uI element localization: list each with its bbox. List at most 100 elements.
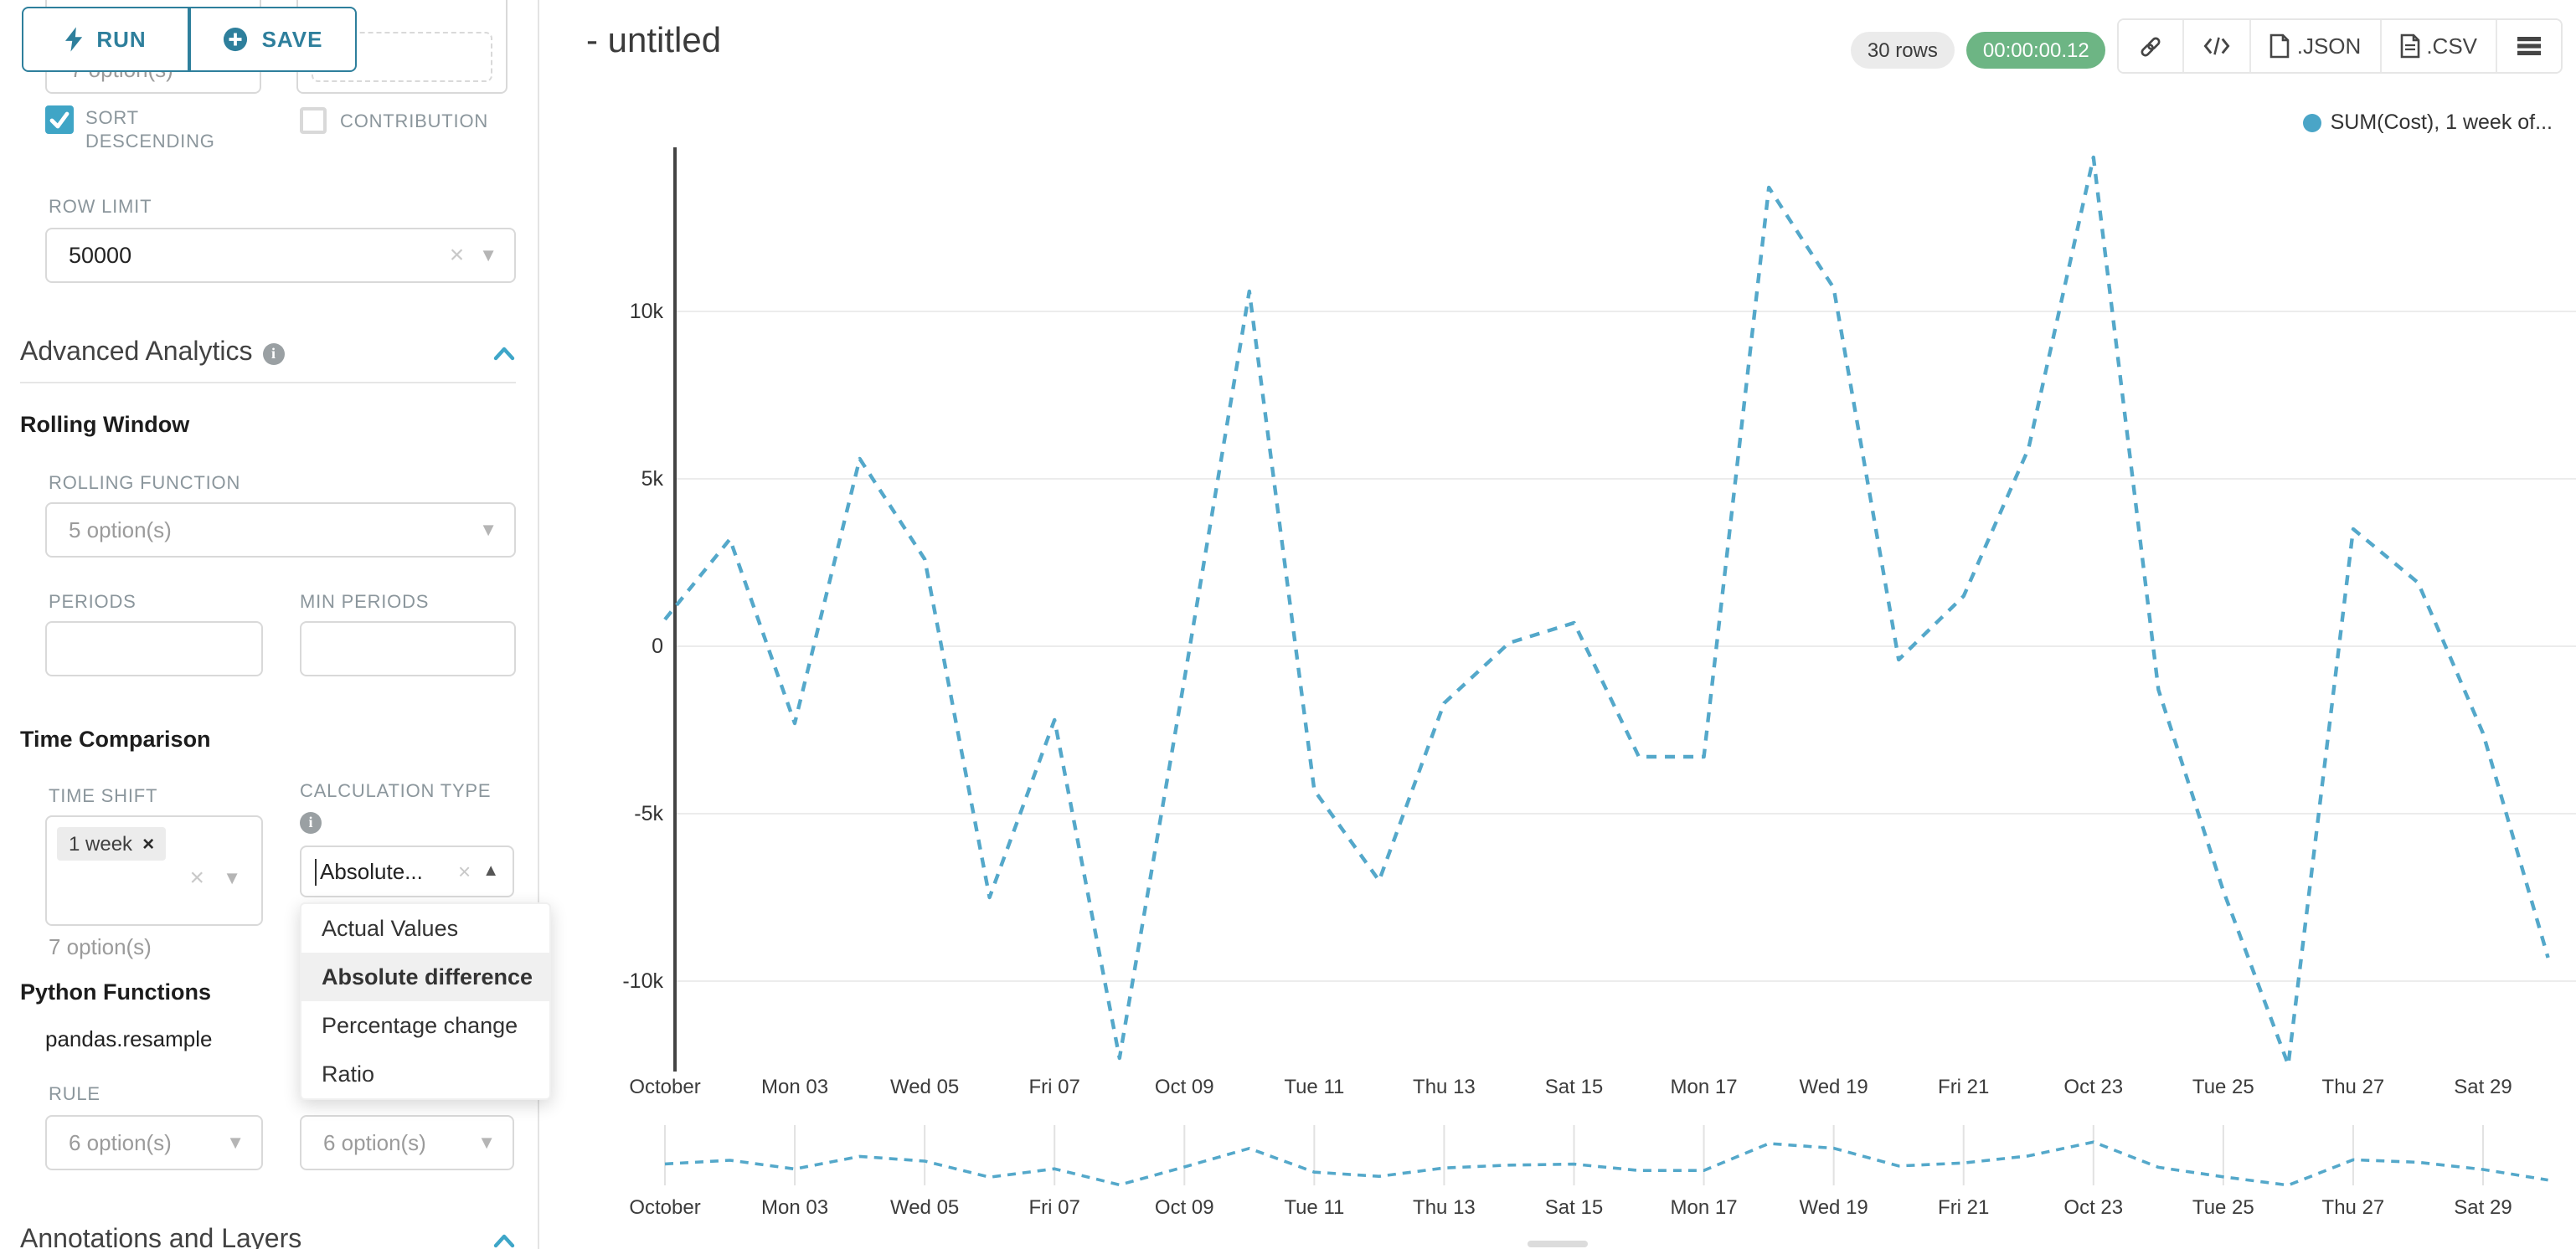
- remove-tag-icon[interactable]: ×: [142, 832, 155, 856]
- clear-icon[interactable]: ×: [458, 859, 471, 884]
- mini-x-tick-label: Mon 17: [1670, 1195, 1738, 1219]
- advanced-analytics-header[interactable]: Advanced Analytics i: [20, 338, 516, 368]
- chevron-down-icon[interactable]: ▼: [479, 520, 497, 540]
- section-divider: [20, 382, 516, 383]
- hamburger-menu-icon: [2517, 37, 2541, 55]
- y-tick-label: -5k: [634, 802, 663, 825]
- sort-descending-checkbox[interactable]: [45, 105, 74, 134]
- link-icon: [2141, 36, 2161, 56]
- dropdown-item-absolute-difference[interactable]: Absolute difference: [301, 953, 549, 1001]
- chevron-down-icon[interactable]: ▼: [223, 869, 241, 889]
- chevron-up-icon[interactable]: [492, 1232, 516, 1249]
- chevron-up-icon[interactable]: [492, 345, 516, 362]
- x-tick-label: Sat 15: [1544, 1075, 1604, 1098]
- chart-panel: - untitled 30 rows 00:00:00.12: [541, 0, 2576, 1249]
- chevron-up-filled-icon[interactable]: ▲: [482, 862, 499, 881]
- mini-x-tick-label: Sat 29: [2454, 1195, 2512, 1219]
- x-tick-label: Mon 03: [761, 1075, 829, 1098]
- row-limit-select[interactable]: 50000 × ▼: [45, 228, 516, 283]
- mini-x-tick-label: Sat 15: [1544, 1195, 1604, 1219]
- panel-resize-handle[interactable]: [1528, 1241, 1588, 1247]
- x-tick-label: Wed 05: [889, 1075, 960, 1098]
- rule-label: RULE: [49, 1085, 100, 1105]
- clear-icon[interactable]: ×: [449, 241, 465, 270]
- time-shift-tag: 1 week ×: [57, 827, 167, 861]
- view-query-button[interactable]: [2184, 20, 2252, 72]
- file-icon: [2400, 33, 2419, 59]
- annotations-header[interactable]: Annotations and Layers: [20, 1226, 516, 1249]
- time-shift-helper: 7 option(s): [49, 934, 152, 959]
- plus-circle-icon: [224, 27, 248, 52]
- time-shift-tag-text: 1 week: [69, 832, 133, 856]
- periods-input[interactable]: [45, 621, 263, 676]
- mini-x-tick-label: Thu 27: [2321, 1195, 2385, 1219]
- save-label: SAVE: [261, 27, 323, 52]
- calculation-type-label: CALCULATION TYPE: [300, 782, 492, 802]
- dropdown-item-percentage-change[interactable]: Percentage change: [322, 1013, 518, 1038]
- lightning-icon: [64, 27, 82, 52]
- json-label: .JSON: [2296, 33, 2362, 59]
- periods-label: PERIODS: [49, 593, 137, 613]
- x-tick-label: Wed 19: [1799, 1075, 1868, 1098]
- row-limit-label: ROW LIMIT: [49, 198, 152, 218]
- scrolled-drop-field[interactable]: [296, 0, 507, 94]
- x-tick-label: Tue 25: [2192, 1075, 2254, 1098]
- x-tick-label: Fri 21: [1938, 1075, 1990, 1098]
- min-periods-input[interactable]: [300, 621, 516, 676]
- sort-descending-label: SORT DESCENDING: [85, 109, 215, 152]
- dropdown-item-actual-values[interactable]: Actual Values: [322, 916, 459, 941]
- more-menu-button[interactable]: [2497, 20, 2561, 72]
- y-tick-label: -10k: [622, 969, 663, 993]
- legend-series-dot: [2303, 113, 2322, 131]
- contribution-checkbox[interactable]: [300, 107, 327, 134]
- chevron-down-icon[interactable]: ▼: [477, 1133, 496, 1153]
- python-functions-title: Python Functions: [20, 979, 211, 1005]
- time-shift-select[interactable]: 1 week × × ▼: [45, 815, 263, 926]
- x-tick-label: Tue 11: [1284, 1075, 1345, 1098]
- timeseries-chart[interactable]: [541, 0, 2576, 1249]
- rule-select[interactable]: 6 option(s) ▼: [45, 1115, 263, 1170]
- dropdown-item-ratio[interactable]: Ratio: [322, 1061, 375, 1087]
- rule-value-2: 6 option(s): [323, 1130, 426, 1155]
- rolling-window-title: Rolling Window: [20, 412, 190, 437]
- export-button-group: .JSON .CSV: [2117, 18, 2563, 74]
- check-icon: [49, 111, 70, 129]
- series-line: [663, 155, 2550, 1067]
- series-line: [664, 1140, 2548, 1187]
- clear-icon[interactable]: ×: [189, 864, 204, 892]
- y-tick-label: 5k: [641, 467, 663, 491]
- x-tick-label: Thu 13: [1413, 1075, 1476, 1098]
- copy-link-button[interactable]: [2119, 20, 2185, 72]
- legend-series-label: SUM(Cost), 1 week of...: [2330, 111, 2553, 134]
- pandas-resample-label: pandas.resample: [45, 1026, 213, 1051]
- save-button[interactable]: SAVE: [189, 7, 357, 72]
- x-tick-label: Fri 07: [1028, 1075, 1080, 1098]
- mini-x-tick-label: Tue 25: [2192, 1195, 2254, 1219]
- run-save-group: RUN SAVE: [22, 7, 357, 72]
- time-shift-label: TIME SHIFT: [49, 787, 158, 807]
- x-tick-label: Oct 09: [1154, 1075, 1214, 1098]
- x-tick-label: October: [629, 1075, 701, 1098]
- export-json-button[interactable]: .JSON: [2251, 20, 2382, 72]
- rolling-function-select[interactable]: 5 option(s) ▼: [45, 502, 516, 558]
- x-tick-label: Sat 29: [2454, 1075, 2512, 1098]
- mini-x-tick-label: Wed 19: [1799, 1195, 1868, 1219]
- chevron-down-icon[interactable]: ▼: [226, 1133, 245, 1153]
- run-button[interactable]: RUN: [22, 7, 189, 72]
- code-icon: [2204, 37, 2231, 55]
- time-comparison-title: Time Comparison: [20, 727, 211, 752]
- chart-legend[interactable]: SUM(Cost), 1 week of...: [2303, 111, 2553, 134]
- mini-x-tick-label: Oct 23: [2063, 1195, 2124, 1219]
- mini-x-tick-label: Wed 05: [889, 1195, 960, 1219]
- export-csv-button[interactable]: .CSV: [2381, 20, 2497, 72]
- calculation-type-select[interactable]: Absolute... × ▲: [300, 846, 514, 897]
- run-label: RUN: [96, 27, 147, 52]
- page-title: - untitled: [586, 22, 722, 60]
- rule-select-2[interactable]: 6 option(s) ▼: [300, 1115, 514, 1170]
- rolling-function-label: ROLLING FUNCTION: [49, 474, 241, 494]
- calculation-type-dropdown: Actual Values Absolute difference Percen…: [300, 902, 551, 1100]
- info-icon: i: [262, 342, 285, 364]
- x-tick-label: Oct 23: [2063, 1075, 2124, 1098]
- contribution-label: CONTRIBUTION: [340, 112, 489, 132]
- chevron-down-icon[interactable]: ▼: [479, 245, 497, 265]
